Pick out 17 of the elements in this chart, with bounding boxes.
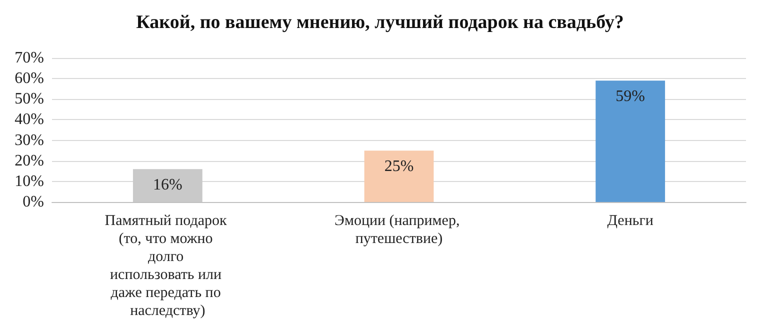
y-tick-label: 20% [14, 152, 44, 170]
data-label: 16% [153, 176, 182, 194]
y-tick-label: 30% [14, 132, 44, 149]
data-label: 59% [616, 88, 645, 106]
bar [596, 80, 666, 202]
y-tick-label: 40% [14, 111, 44, 128]
y-tick-label: 70% [14, 50, 44, 66]
bar [364, 150, 434, 202]
y-tick-label: 0% [22, 194, 44, 210]
y-tick-label: 10% [14, 172, 44, 190]
y-tick-label: 60% [14, 70, 44, 88]
x-tick-label: Деньги [607, 213, 654, 229]
x-tick-label: Эмоции (например, путешествие) [334, 213, 464, 247]
y-tick-label: 50% [14, 90, 44, 108]
data-label: 25% [384, 158, 414, 176]
x-tick-label: Памятный подарок (то, что можно долго использовать или даже передать по наследству) [104, 213, 231, 319]
chart-title: Какой, по вашему мнению, лучший подарок на свадьбу? [136, 12, 624, 33]
